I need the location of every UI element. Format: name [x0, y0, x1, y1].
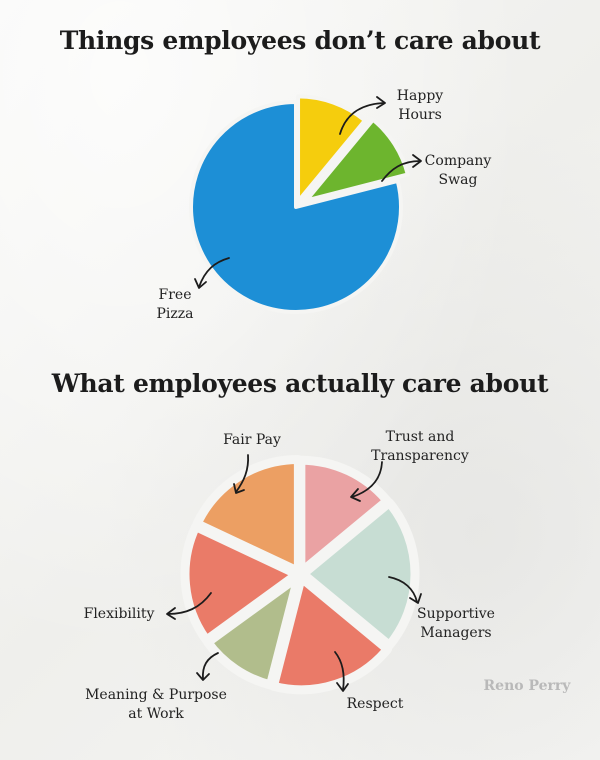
- arrow-head-happy-hours: [376, 96, 386, 109]
- watermark: Reno Perry: [484, 678, 572, 694]
- pie-slice-respect: [268, 573, 393, 695]
- arrow-head-supportive-managers: [409, 593, 422, 604]
- slice-label-meaning-and-purpose-at-work-line-1: at Work: [128, 706, 184, 722]
- slice-label-company-swag-line-1: Swag: [439, 172, 478, 188]
- pie-slice-happy-hours: [296, 94, 367, 204]
- pie-chart-dont-care: Happy Hours Company Swag Free Pizza: [157, 88, 492, 322]
- pie-chart-care: Trust and Transparency Supportive Managers R…: [84, 429, 495, 722]
- pie-slice-fair-pay: [192, 454, 303, 576]
- arrow-flexibility: [167, 592, 212, 615]
- slice-label-respect-line-0: Respect: [347, 696, 404, 712]
- slice-label-company-swag-line-0: Company: [425, 153, 492, 169]
- pie-slice-supportive-managers: [298, 498, 420, 650]
- pie-slice-flexibility: [180, 522, 302, 645]
- arrow-free-pizza: [198, 257, 230, 288]
- arrow-trust-and-transparency: [351, 461, 383, 498]
- arrow-meaning-and-purpose-at-work: [202, 652, 219, 680]
- slice-label-flexibility-line-0: Flexibility: [84, 606, 155, 622]
- slice-label-happy-hours-line-1: Hours: [398, 107, 442, 123]
- chart-title-dont-care: Things employees don’t care about: [59, 26, 541, 55]
- arrow-company-swag: [381, 160, 421, 182]
- slice-label-happy-hours-line-0: Happy: [397, 88, 443, 104]
- arrow-head-fair-pay: [233, 483, 245, 494]
- pie-slice-trust-and-transparency: [296, 455, 392, 577]
- arrow-happy-hours: [339, 102, 385, 135]
- slice-label-trust-and-transparency-line-0: Trust and: [386, 429, 455, 445]
- arrow-head-trust-and-transparency: [350, 488, 361, 502]
- arrow-head-flexibility: [166, 607, 176, 620]
- slice-label-fair-pay-line-0: Fair Pay: [223, 432, 281, 448]
- arrow-head-free-pizza: [194, 278, 207, 289]
- pie-slice-free-pizza: [189, 100, 403, 314]
- slice-label-free-pizza-line-0: Free: [159, 287, 192, 303]
- arrow-supportive-managers: [388, 576, 418, 603]
- arrow-head-respect: [336, 682, 349, 692]
- arrow-respect: [334, 651, 345, 691]
- arrow-head-company-swag: [412, 154, 422, 168]
- arrow-fair-pay: [235, 454, 249, 493]
- arrow-head-meaning-and-purpose-at-work: [196, 672, 210, 681]
- slice-label-trust-and-transparency-line-1: Transparency: [371, 448, 469, 464]
- slice-label-supportive-managers-line-1: Managers: [420, 625, 491, 641]
- slice-label-meaning-and-purpose-at-work-line-0: Meaning & Purpose: [85, 687, 227, 703]
- slice-label-free-pizza-line-1: Pizza: [157, 306, 194, 322]
- slice-label-supportive-managers-line-0: Supportive: [417, 606, 495, 622]
- chart-title-care: What employees actually care about: [51, 369, 549, 398]
